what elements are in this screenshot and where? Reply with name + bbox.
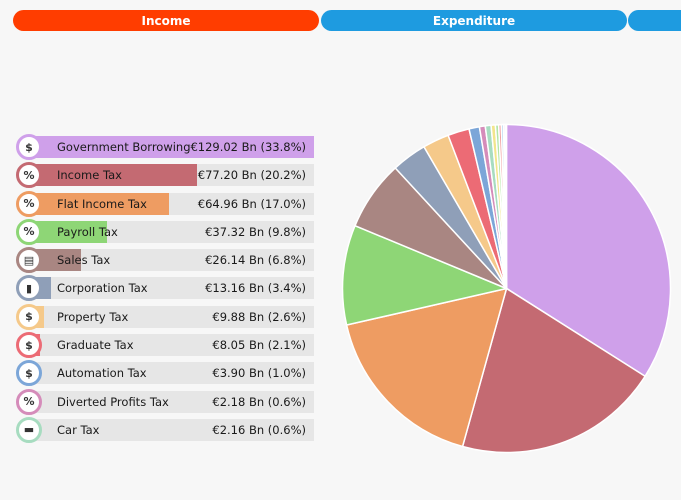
income-row-amount: €64.96 Bn (17.0%) — [197, 196, 306, 211]
income-row-amount: €2.16 Bn (0.6%) — [212, 422, 306, 437]
income-list: $ Government Borrowing €129.02 Bn (33.8%)%… — [16, 134, 314, 446]
income-row-amount: €77.20 Bn (20.2%) — [197, 168, 306, 183]
income-row-label: Car Tax — [57, 422, 100, 437]
income-row-label: Income Tax — [57, 168, 122, 183]
income-row-amount: €129.02 Bn (33.8%) — [190, 140, 306, 154]
pie-slice[interactable] — [341, 224, 509, 326]
pie-slice[interactable] — [461, 287, 647, 454]
income-row-label: Payroll Tax — [57, 224, 118, 239]
income-row[interactable]: $ Government Borrowing €129.02 Bn (33.8%) — [16, 134, 314, 163]
income-row[interactable]: % Flat Income Tax €64.96 Bn (17.0%) — [16, 190, 314, 220]
income-pie-chart — [341, 123, 672, 454]
pie-slice[interactable] — [504, 123, 508, 289]
income-row-amount: €9.88 Bn (2.6%) — [212, 309, 306, 324]
income-row[interactable]: % Income Tax €77.20 Bn (20.2%) — [16, 162, 314, 191]
flat-tax-icon: % — [16, 190, 42, 217]
income-row-label: Flat Income Tax — [57, 196, 147, 211]
income-row-track — [22, 390, 314, 413]
income-row-bar — [22, 192, 169, 215]
income-row-amount: €26.14 Bn (6.8%) — [205, 253, 306, 268]
pie-slice[interactable] — [345, 287, 508, 448]
income-row-bar — [22, 220, 107, 243]
pie-slice[interactable] — [505, 123, 672, 378]
income-row-label: Graduate Tax — [57, 338, 134, 353]
income-row-amount: €8.05 Bn (2.1%) — [212, 338, 306, 353]
income-row[interactable]: ▮ Corporation Tax €13.16 Bn (3.4%) — [16, 275, 314, 304]
income-row-amount: €37.32 Bn (9.8%) — [205, 224, 306, 239]
income-row-label: Sales Tax — [57, 253, 111, 268]
income-row[interactable]: ▬ Car Tax €2.16 Bn (0.6%) — [16, 416, 314, 446]
income-row-amount: €3.90 Bn (1.0%) — [212, 366, 306, 381]
income-row[interactable]: ▤ Sales Tax €26.14 Bn (6.8%) — [16, 247, 314, 276]
income-row-track — [22, 305, 314, 328]
tab-more[interactable] — [628, 10, 681, 31]
income-row-track — [22, 362, 314, 385]
payroll-icon: % — [16, 218, 42, 245]
tab-expenditure[interactable]: Expenditure — [321, 10, 627, 31]
income-row-amount: €2.18 Bn (0.6%) — [212, 394, 306, 409]
income-row-label: Corporation Tax — [57, 281, 148, 296]
graduate-icon: $ — [16, 332, 42, 359]
corporation-icon: ▮ — [16, 275, 42, 302]
income-row[interactable]: $ Graduate Tax €8.05 Bn (2.1%) — [16, 332, 314, 361]
income-row-label: Automation Tax — [57, 366, 147, 381]
income-row[interactable]: $ Property Tax €9.88 Bn (2.6%) — [16, 303, 314, 333]
income-row-label: Diverted Profits Tax — [57, 394, 169, 409]
tab-income[interactable]: Income — [13, 10, 319, 31]
income-row-amount: €13.16 Bn (3.4%) — [205, 281, 306, 296]
income-row-bar — [22, 164, 197, 187]
car-icon: ▬ — [16, 416, 42, 443]
income-row-label: Property Tax — [57, 309, 129, 324]
income-row-track — [22, 334, 314, 357]
income-row[interactable]: % Payroll Tax €37.32 Bn (9.8%) — [16, 218, 314, 248]
dollar-icon: $ — [16, 134, 42, 160]
property-icon: $ — [16, 303, 42, 330]
diverted-profits-icon: % — [16, 388, 42, 415]
income-row-label: Government Borrowing — [57, 140, 191, 154]
income-row-track — [22, 418, 314, 441]
income-row[interactable]: $ Automation Tax €3.90 Bn (1.0%) — [16, 360, 314, 389]
income-row-bar — [22, 136, 314, 158]
percent-icon: % — [16, 162, 42, 189]
automation-icon: $ — [16, 360, 42, 387]
sales-icon: ▤ — [16, 247, 42, 274]
income-row[interactable]: % Diverted Profits Tax €2.18 Bn (0.6%) — [16, 388, 314, 418]
tab-bar: Income Expenditure — [0, 10, 681, 32]
income-row-track — [22, 277, 314, 300]
income-row-track — [22, 249, 314, 272]
